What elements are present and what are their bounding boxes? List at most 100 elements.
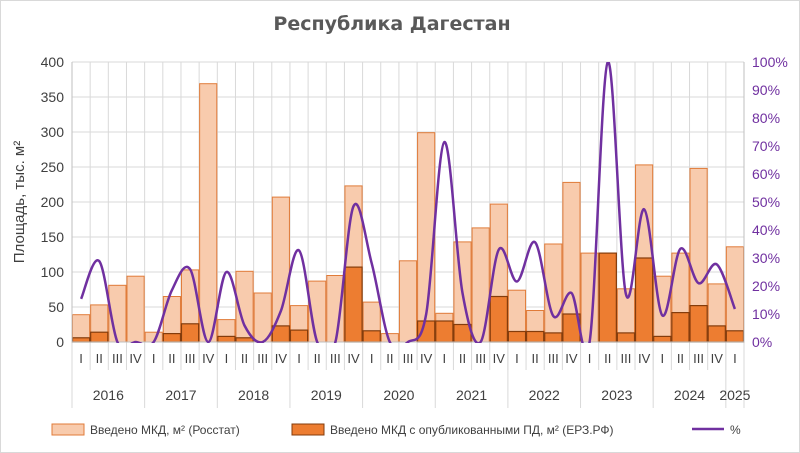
rosstat-bar [398,260,418,343]
quarter-label: II [677,351,684,366]
quarter-label: I [515,351,519,366]
percent-line-series [79,61,737,343]
quarter-label: III [257,351,268,366]
quarter-label: III [693,351,704,366]
erz-bar [489,295,508,343]
year-label: 2021 [456,387,487,403]
quarter-label: IV [420,351,433,366]
quarter-label: IV [638,351,651,366]
legend-label-percent: % [730,423,741,437]
erz-bar [453,323,472,343]
quarter-label: I [660,351,664,366]
erz-bar [289,329,309,343]
erz-bar [525,330,545,343]
y-tick-label: 350 [41,89,65,105]
quarter-label: I [370,351,374,366]
quarter-label: I [443,351,447,366]
quarter-label: III [475,351,486,366]
y2-tick-label: 70% [752,138,780,154]
quarter-label: I [733,351,737,366]
quarter-label: IV [493,351,506,366]
erz-bar [653,335,672,343]
y-tick-label: 0 [56,334,64,350]
y-tick-label: 300 [41,124,65,140]
erz-bar [344,266,363,343]
y-tick-label: 200 [41,194,65,210]
quarter-label: II [604,351,611,366]
chart-title: Республика Дагестан [273,13,510,35]
y2-tick-label: 30% [752,250,780,266]
quarter-label: I [225,351,229,366]
year-label: 2022 [529,387,560,403]
quarter-label: II [96,351,103,366]
y2-tick-label: 10% [752,306,780,322]
quarter-label: IV [275,351,288,366]
quarter-label: I [152,351,156,366]
quarter-label: III [112,351,123,366]
rosstat-bar [271,196,290,343]
year-label: 2017 [165,387,196,403]
year-label: 2016 [93,387,124,403]
quarter-label: II [168,351,175,366]
year-label: 2018 [238,387,269,403]
y2-tick-label: 100% [752,54,788,70]
percent-line [79,62,737,343]
quarter-label: IV [129,351,142,366]
rosstat-bar [471,227,490,343]
quarter-label: III [403,351,414,366]
quarter-label: II [314,351,321,366]
quarter-label: IV [347,351,360,366]
quarter-label: II [386,351,393,366]
erz-bar [162,333,182,343]
legend-swatch-erz [291,423,325,436]
erz-bar [707,325,726,343]
quarter-label: III [330,351,341,366]
erz-bar [90,331,109,343]
quarter-label: III [621,351,632,366]
erz-bar [362,330,381,343]
year-label: 2019 [311,387,342,403]
y2-tick-label: 20% [752,278,780,294]
erz-bar [725,330,745,343]
y-tick-label: 50 [48,299,64,315]
erz-bar [416,320,436,343]
legend-label-rosstat: Введено МКД, м² (Росстат) [90,423,240,437]
y-tick-label: 100 [41,264,65,280]
quarter-label: I [297,351,301,366]
quarter-label: I [588,351,592,366]
quarter-label: I [79,351,83,366]
erz-bar [544,332,563,343]
year-label: 2025 [719,387,750,403]
erz-bar [71,337,91,343]
erz-bar-series [71,252,745,343]
erz-bar [689,305,708,343]
erz-bar [671,312,690,343]
y2-tick-label: 0% [752,334,772,350]
quarter-label: IV [711,351,724,366]
erz-bar [507,330,527,343]
erz-bar [598,252,617,343]
year-label: 2024 [674,387,705,403]
quarter-label: III [548,351,559,366]
erz-bar [235,337,254,343]
y-tick-label: 150 [41,229,65,245]
erz-bar [435,320,454,343]
quarter-label: II [241,351,248,366]
y2-tick-label: 40% [752,222,780,238]
legend-label-erz: Введено МКД с опубликованными ПД, м² (ЕР… [330,423,614,437]
erz-bar [616,332,636,343]
y-tick-label: 250 [41,159,65,175]
year-label: 2020 [383,387,414,403]
erz-bar [634,257,654,343]
year-label: 2023 [601,387,632,403]
quarter-label: II [459,351,466,366]
legend-swatch-rosstat [51,423,85,436]
y2-tick-label: 90% [752,82,780,98]
quarter-label: II [532,351,539,366]
erz-bar [271,325,291,343]
erz-bar [217,335,236,343]
y2-tick-label: 60% [752,166,780,182]
legend: Введено МКД, м² (Росстат) Введено МКД с … [51,423,741,437]
